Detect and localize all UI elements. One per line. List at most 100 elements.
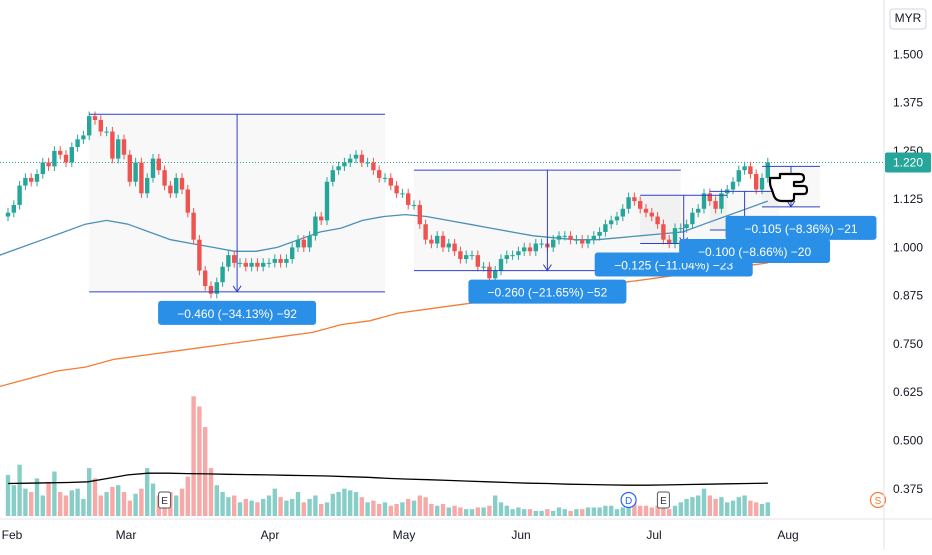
volume-bar — [319, 504, 324, 516]
volume-bar — [353, 492, 359, 516]
volume-bar — [701, 488, 707, 516]
measure-label-background — [468, 279, 627, 304]
volume-bar — [23, 488, 28, 516]
volume-bar — [243, 498, 248, 516]
candle-body — [17, 185, 22, 205]
measure-arrow-icon — [542, 264, 552, 272]
candle-body — [272, 259, 277, 263]
candle-body — [81, 135, 86, 140]
volume-bar — [603, 505, 608, 516]
volume-bar — [429, 504, 434, 516]
candle-body — [174, 177, 179, 194]
volume-bar — [696, 495, 701, 516]
volume-bar — [87, 468, 92, 516]
candle-body — [29, 177, 34, 182]
candle-body — [359, 154, 364, 163]
volume-bar — [191, 396, 196, 516]
volume-bar — [574, 509, 579, 516]
volume-bar — [522, 509, 527, 516]
candle-body — [98, 119, 103, 132]
volume-bar — [406, 498, 411, 516]
candle-body — [324, 181, 330, 221]
candle-body — [493, 270, 498, 279]
candle-body — [214, 282, 219, 294]
event-marker-split[interactable]: S — [869, 491, 887, 509]
candle-body — [458, 251, 463, 259]
volume-bar — [411, 500, 417, 516]
currency-label: MYR — [895, 11, 922, 25]
volume-bar — [272, 488, 277, 516]
candle-body — [342, 162, 347, 167]
candle-body — [435, 235, 440, 244]
measure-label-text: −0.260 (−21.65%) −52 — [488, 286, 608, 300]
candle-body — [713, 201, 718, 209]
measure-arrow-icon — [786, 200, 796, 208]
candle-body — [382, 177, 388, 179]
candle-body — [394, 185, 399, 194]
volume-bar — [493, 495, 498, 516]
volume-bar — [185, 476, 190, 516]
candle-body — [626, 197, 631, 209]
volume-bar — [255, 502, 260, 516]
candle-body — [278, 259, 283, 263]
volume-bar — [324, 502, 330, 516]
candle-body — [452, 243, 457, 252]
volume-bar — [672, 505, 678, 516]
candle-body — [150, 158, 156, 178]
time-tick-label: Jul — [646, 528, 661, 542]
volume-bar — [736, 497, 741, 516]
event-marker-letter: E — [161, 496, 168, 507]
hand-outline — [768, 172, 809, 203]
volume-bar — [655, 505, 660, 516]
event-marker-earnings[interactable]: E — [158, 491, 172, 509]
volume-bar — [295, 492, 301, 516]
volume-bar — [684, 498, 689, 516]
currency-box[interactable] — [889, 8, 927, 30]
volume-bar — [458, 507, 463, 516]
volume-bar — [116, 485, 121, 516]
volume-bar — [145, 468, 150, 516]
volume-bar — [394, 504, 399, 516]
candle-body — [243, 262, 248, 267]
volume-bar — [759, 504, 765, 516]
current-price-tag — [885, 152, 931, 173]
volume-bar — [539, 510, 544, 516]
candle-body — [232, 255, 237, 263]
candle-body — [609, 220, 614, 225]
volume-bar — [11, 485, 16, 516]
volume-bar — [336, 492, 341, 516]
volume-bar — [342, 488, 347, 516]
candle-body — [139, 162, 144, 194]
volume-bar — [440, 504, 446, 516]
volume-bar — [643, 505, 649, 516]
volume-bar — [284, 500, 289, 516]
volume-bar — [475, 507, 480, 516]
candle-body — [284, 259, 289, 263]
candle-body — [400, 193, 405, 195]
candle-body — [319, 216, 324, 221]
volume-bar — [533, 510, 538, 516]
candle-body — [92, 116, 98, 120]
volume-bar — [400, 502, 405, 516]
volume-bar — [208, 468, 214, 516]
candle-body — [46, 162, 51, 167]
measure-tool[interactable] — [89, 113, 385, 293]
volume-bar — [5, 474, 11, 516]
volume-bar — [464, 509, 469, 516]
pointing-hand-icon — [768, 172, 809, 203]
price-tick-label: 1.125 — [893, 192, 923, 206]
event-marker-earnings[interactable]: E — [656, 491, 670, 509]
candle-body — [568, 235, 573, 240]
price-tick-label: 1.500 — [893, 47, 923, 61]
volume-bar — [220, 492, 225, 516]
measure-label: −0.460 (−34.13%) −92 — [158, 300, 317, 325]
candle-body — [330, 170, 335, 182]
candle-body — [539, 243, 544, 245]
candle-body — [336, 166, 341, 171]
event-marker-letter: D — [625, 496, 632, 507]
event-marker-dividend[interactable]: D — [620, 491, 637, 509]
volume-bar — [377, 504, 382, 516]
volume-bar — [150, 483, 156, 516]
